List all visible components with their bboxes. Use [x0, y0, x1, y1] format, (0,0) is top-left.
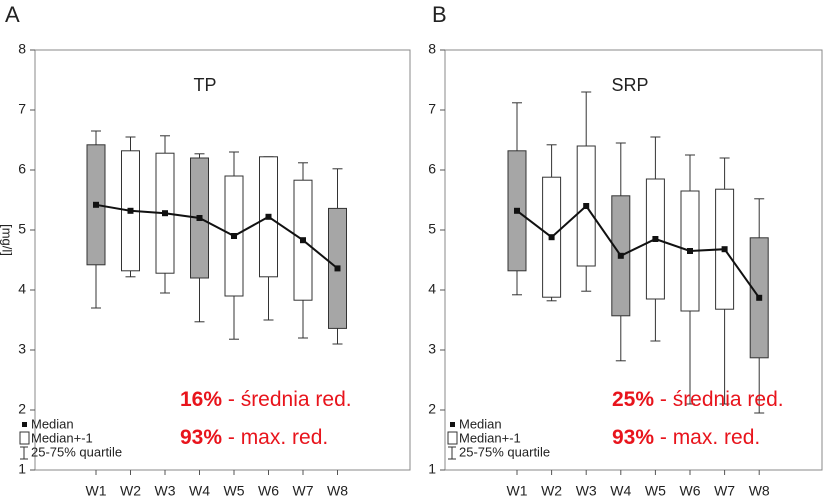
x-tick-label: W7	[714, 483, 735, 499]
x-tick-label: W5	[224, 483, 245, 499]
y-tick-label: 3	[428, 341, 436, 357]
y-tick-label: 3	[18, 341, 26, 357]
median-marker	[93, 201, 99, 208]
median-marker	[548, 234, 555, 241]
plot-frame	[34, 49, 411, 471]
annotation-text: - max. red.	[222, 426, 328, 449]
x-tick-label: W1	[507, 483, 528, 499]
y-tick-label: 6	[428, 161, 436, 177]
median-line	[95, 203, 339, 270]
panel-label: B	[432, 2, 447, 27]
annotation: 16% - średnia red.	[180, 388, 352, 411]
legend-whisker-icon	[20, 446, 28, 460]
chart-title: TP	[193, 75, 216, 95]
x-tick-label: W4	[610, 483, 631, 499]
y-tick-label: 5	[428, 221, 436, 237]
y-axis-label: [mg/l]	[0, 224, 15, 256]
y-tick-label: 4	[428, 281, 436, 297]
median-marker	[127, 207, 134, 214]
median-marker	[687, 248, 693, 254]
plot-frame	[444, 49, 823, 471]
y-tick-label: 8	[428, 41, 436, 57]
median-marker	[196, 215, 203, 221]
median-marker	[300, 237, 306, 244]
x-tick-label: W2	[541, 483, 562, 499]
median-marker	[265, 213, 272, 220]
y-tick-label: 1	[18, 461, 26, 477]
annotation-text: - średnia red.	[654, 388, 784, 411]
legend-box-icon	[19, 431, 30, 445]
median-marker	[162, 210, 168, 217]
annotation-bold: 93%	[180, 426, 222, 449]
legend-median-icon	[22, 422, 27, 427]
y-tick-label: 7	[428, 101, 436, 117]
legend-label: Median	[31, 416, 74, 431]
x-tick-label: W6	[258, 483, 279, 499]
x-tick-label: W1	[86, 483, 107, 499]
y-tick-label: 2	[18, 401, 26, 417]
legend-whisker-icon	[448, 446, 456, 460]
annotation-bold: 25%	[612, 388, 654, 411]
y-tick-label: 4	[18, 281, 26, 297]
x-tick-label: W6	[680, 483, 701, 499]
annotation: 93% - max. red.	[612, 426, 760, 449]
median-line	[516, 204, 761, 299]
median-marker	[583, 203, 590, 209]
x-tick-label: W3	[576, 483, 597, 499]
x-tick-label: W5	[645, 483, 666, 499]
legend-label: Median	[459, 416, 502, 431]
y-tick-label: 8	[18, 41, 26, 57]
median-marker	[652, 236, 659, 242]
median-marker	[756, 294, 763, 301]
median-marker	[721, 246, 728, 253]
x-tick-label: W8	[327, 483, 348, 499]
median-marker	[334, 265, 341, 272]
annotation-bold: 16%	[180, 388, 222, 411]
median-marker	[617, 252, 624, 259]
legend-label: Median+-1	[31, 430, 93, 445]
x-tick-label: W7	[293, 483, 314, 499]
median-marker	[231, 233, 237, 239]
annotation: 93% - max. red.	[180, 426, 328, 449]
x-tick-label: W4	[189, 483, 210, 499]
legend-box-icon	[447, 431, 458, 445]
legend-label: 25-75% quartile	[31, 444, 122, 459]
annotation-text: - średnia red.	[222, 388, 352, 411]
x-tick-label: W8	[749, 483, 770, 499]
annotation-bold: 93%	[612, 426, 654, 449]
legend-label: 25-75% quartile	[459, 444, 550, 459]
chart-title: SRP	[611, 75, 648, 95]
annotation-text: - max. red.	[654, 426, 760, 449]
y-tick-label: 1	[428, 461, 436, 477]
annotation: 25% - średnia red.	[612, 388, 784, 411]
x-tick-label: W2	[120, 483, 141, 499]
median-marker	[514, 207, 520, 214]
panel-label: A	[5, 2, 20, 27]
y-tick-label: 2	[428, 401, 436, 417]
y-tick-label: 5	[18, 221, 26, 237]
y-tick-label: 7	[18, 101, 26, 117]
legend-median-icon	[450, 422, 455, 427]
legend-label: Median+-1	[459, 430, 521, 445]
y-tick-label: 6	[18, 161, 26, 177]
x-tick-label: W3	[155, 483, 176, 499]
